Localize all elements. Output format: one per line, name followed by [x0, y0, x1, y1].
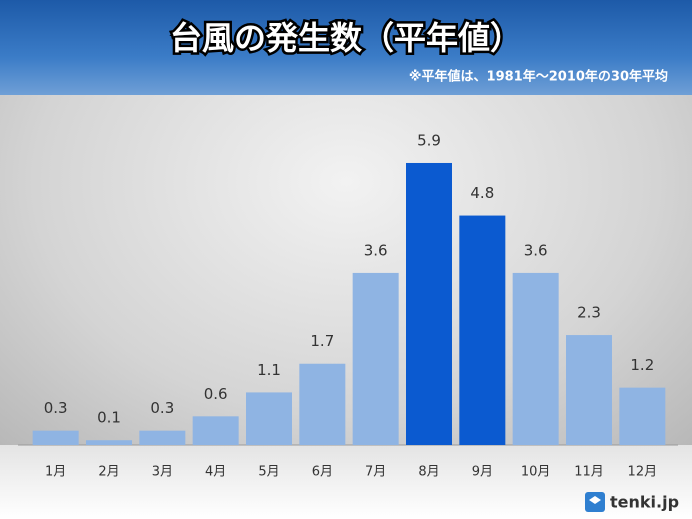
x-tick-label: 7月 [365, 465, 386, 480]
value-label: 1.2 [630, 356, 654, 374]
value-label: 0.1 [97, 409, 121, 427]
bar [246, 392, 292, 445]
logo: tenki.jp [585, 492, 679, 512]
x-tick-label: 9月 [472, 465, 493, 480]
value-label: 4.8 [470, 184, 494, 202]
value-label: 3.6 [364, 241, 388, 259]
logo-icon-mark [589, 496, 601, 504]
x-tick-label: 3月 [152, 465, 173, 480]
x-tick-label: 12月 [628, 465, 658, 480]
logo-text: tenki.jp [610, 493, 679, 512]
footer-bg [0, 445, 692, 519]
bar [619, 387, 666, 445]
x-tick-label: 4月 [205, 465, 226, 480]
bar [459, 215, 506, 445]
bar [512, 272, 559, 445]
x-tick-label: 2月 [98, 465, 119, 480]
header [0, 0, 692, 95]
value-label: 0.3 [150, 399, 174, 417]
bar [299, 363, 346, 445]
chart-subtitle: ※平年値は、1981年～2010年の30年平均 [409, 69, 668, 85]
x-tick-label: 8月 [418, 465, 439, 480]
value-label: 1.1 [257, 361, 281, 379]
x-tick-label: 11月 [574, 465, 604, 480]
x-tick-label: 10月 [521, 465, 551, 480]
value-label: 5.9 [417, 131, 441, 149]
x-tick-label: 6月 [312, 465, 333, 480]
value-label: 0.6 [204, 385, 228, 403]
chart-title: 台風の発生数（平年値） [170, 19, 522, 57]
bar [192, 416, 239, 445]
value-label: 2.3 [577, 304, 601, 322]
bar [566, 335, 612, 445]
bar [406, 162, 452, 446]
x-tick-label: 5月 [258, 465, 279, 480]
bar [32, 430, 79, 445]
bar [86, 440, 132, 445]
value-label: 0.3 [44, 399, 68, 417]
value-label: 3.6 [524, 241, 548, 259]
bar [139, 430, 186, 445]
value-label: 1.7 [310, 332, 334, 350]
x-tick-label: 1月 [45, 465, 66, 480]
bar [352, 272, 399, 445]
